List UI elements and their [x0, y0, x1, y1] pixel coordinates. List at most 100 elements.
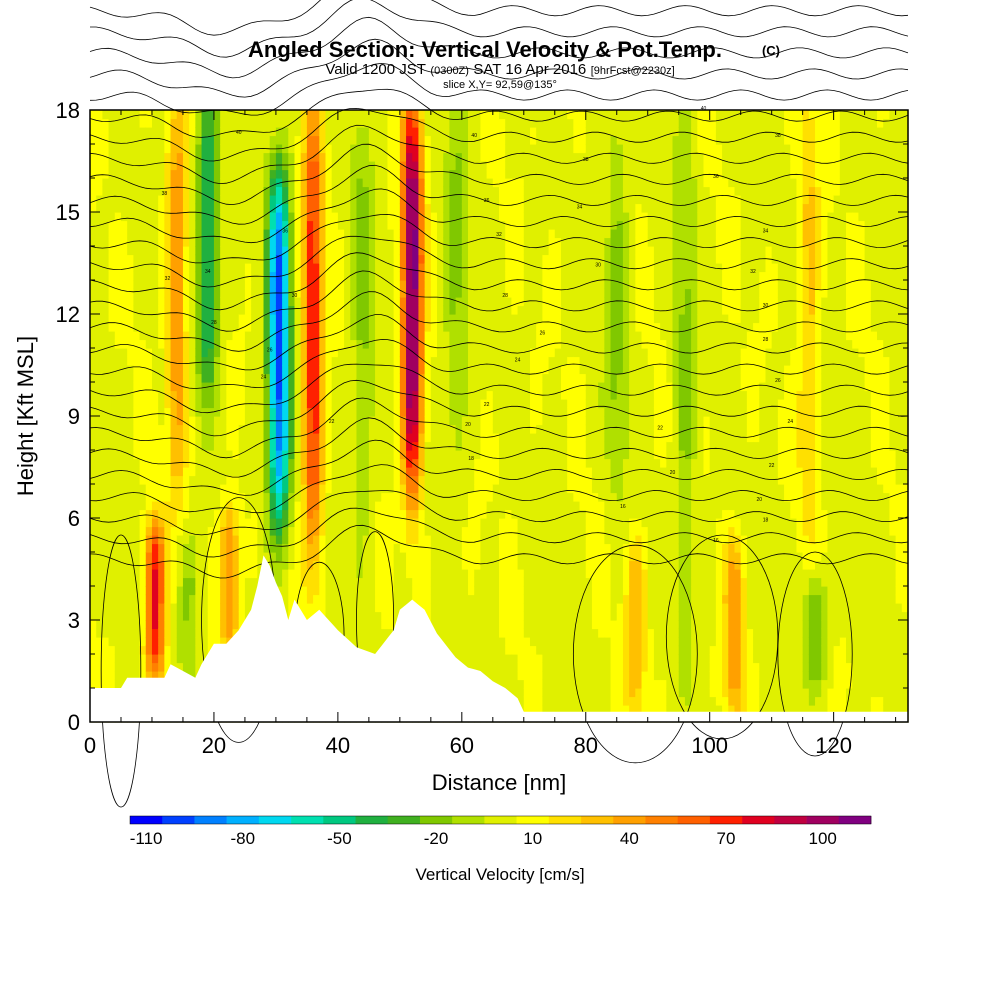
heatmap-cell — [399, 458, 407, 468]
heatmap-cell — [505, 365, 512, 375]
heatmap-cell — [275, 518, 283, 528]
heatmap-cell — [158, 212, 165, 222]
heatmap-cell — [325, 433, 333, 443]
heatmap-cell — [139, 628, 147, 638]
heatmap-cell — [412, 127, 420, 137]
heatmap-cell — [505, 441, 512, 451]
heatmap-cell — [393, 339, 401, 349]
heatmap-cell — [251, 305, 258, 315]
heatmap-cell — [486, 662, 494, 672]
heatmap-cell — [145, 603, 153, 613]
heatmap-cell — [108, 237, 116, 247]
heatmap-cell — [213, 152, 221, 162]
heatmap-cell — [90, 348, 97, 358]
heatmap-cell — [189, 543, 196, 553]
heatmap-cell — [337, 271, 345, 281]
heatmap-cell — [350, 560, 358, 570]
heatmap-cell — [418, 246, 426, 256]
heatmap-cell — [474, 611, 482, 621]
heatmap-cell — [325, 399, 333, 409]
heatmap-cell — [195, 509, 203, 519]
heatmap-cell — [269, 399, 277, 409]
heatmap-cell — [480, 118, 488, 128]
heatmap-cell — [226, 586, 234, 596]
heatmap-cell — [430, 161, 438, 171]
heatmap-cell — [213, 407, 221, 417]
heatmap-cell — [170, 492, 178, 502]
heatmap-cell — [418, 220, 426, 230]
heatmap-cell — [244, 135, 252, 145]
heatmap-cell — [331, 186, 339, 196]
heatmap-cell — [331, 382, 339, 392]
heatmap-cell — [362, 390, 370, 400]
heatmap-cell — [368, 144, 376, 154]
heatmap-cell — [294, 492, 302, 502]
heatmap-cell — [232, 628, 240, 638]
heatmap-cell — [344, 288, 351, 298]
heatmap-cell — [319, 560, 327, 570]
heatmap-cell — [120, 280, 128, 290]
heatmap-cell — [90, 288, 97, 298]
heatmap-cell — [418, 441, 426, 451]
heatmap-cell — [102, 535, 110, 545]
heatmap-cell — [195, 620, 203, 630]
heatmap-cell — [114, 220, 122, 230]
heatmap-cell — [406, 484, 413, 494]
heatmap-cell — [443, 229, 451, 239]
heatmap-cell — [232, 356, 240, 366]
heatmap-cell — [176, 339, 184, 349]
heatmap-cell — [164, 560, 172, 570]
heatmap-cell — [356, 518, 364, 528]
heatmap-cell — [511, 229, 519, 239]
heatmap-cell — [468, 382, 475, 392]
heatmap-cell — [220, 186, 227, 196]
heatmap-cell — [350, 475, 358, 485]
heatmap-cell — [207, 586, 215, 596]
heatmap-cell — [468, 356, 475, 366]
heatmap-cell — [275, 407, 283, 417]
heatmap-cell — [468, 399, 475, 409]
heatmap-cell — [90, 237, 97, 247]
heatmap-cell — [176, 110, 184, 120]
heatmap-cell — [201, 467, 209, 477]
heatmap-cell — [90, 365, 97, 375]
heatmap-cell — [282, 178, 289, 188]
heatmap-cell — [443, 110, 451, 120]
heatmap-cell — [201, 611, 209, 621]
heatmap-cell — [499, 594, 506, 604]
heatmap-cell — [344, 263, 351, 273]
heatmap-cell — [337, 246, 345, 256]
heatmap-cell — [120, 603, 128, 613]
heatmap-cell — [251, 382, 258, 392]
heatmap-cell — [207, 569, 215, 579]
heatmap-cell — [381, 365, 389, 375]
heatmap-cell — [325, 288, 333, 298]
heatmap-cell — [455, 535, 463, 545]
heatmap-cell — [257, 560, 265, 570]
heatmap-cell — [189, 212, 196, 222]
heatmap-cell — [195, 365, 203, 375]
heatmap-cell — [182, 441, 190, 451]
heatmap-cell — [356, 144, 364, 154]
heatmap-cell — [381, 603, 389, 613]
heatmap-cell — [300, 339, 308, 349]
heatmap-cell — [437, 178, 444, 188]
heatmap-cell — [182, 152, 190, 162]
heatmap-cell — [499, 348, 506, 358]
heatmap-cell — [313, 501, 320, 511]
heatmap-cell — [201, 620, 209, 630]
heatmap-cell — [437, 441, 444, 451]
heatmap-cell — [151, 288, 159, 298]
heatmap-cell — [387, 237, 395, 247]
heatmap-cell — [511, 492, 519, 502]
heatmap-cell — [449, 331, 457, 341]
heatmap-cell — [517, 696, 525, 706]
heatmap-cell — [288, 203, 296, 213]
heatmap-cell — [443, 475, 451, 485]
heatmap-cell — [182, 501, 190, 511]
heatmap-cell — [511, 203, 519, 213]
heatmap-cell — [455, 509, 463, 519]
heatmap-cell — [430, 169, 438, 179]
heatmap-cell — [437, 331, 444, 341]
heatmap-cell — [313, 569, 320, 579]
